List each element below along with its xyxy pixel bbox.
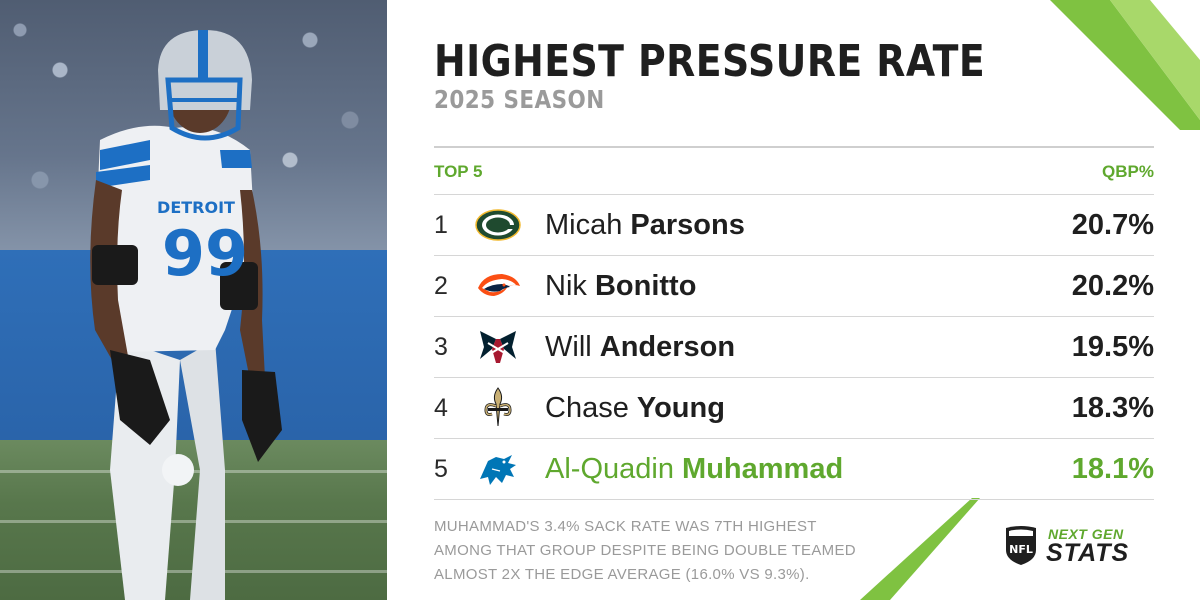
table-row: 1 Micah Parsons 20.7%: [434, 194, 1154, 255]
table-row-highlighted: 5 Al-Quadin Muhammad 18.1%: [434, 438, 1154, 499]
yard-line: [0, 520, 387, 523]
player-name: Will Anderson: [545, 331, 735, 364]
qbp-value: 19.5%: [1071, 331, 1154, 363]
next-gen-label: NEXT GEN: [1048, 526, 1124, 542]
stats-label: STATS: [1046, 539, 1130, 567]
table-header-right: QBP%: [1102, 162, 1154, 181]
saints-logo-icon: [484, 387, 512, 427]
footnote: MUHAMMAD'S 3.4% SACK RATE WAS 7TH HIGHES…: [434, 515, 874, 587]
broncos-logo-icon: [478, 274, 520, 296]
player-photo: DETROIT 99: [0, 0, 387, 600]
table-row: 2 Nik Bonitto 20.2%: [434, 255, 1154, 316]
divider: [434, 146, 1154, 148]
rank-number: 1: [434, 211, 448, 239]
rank-number: 5: [434, 455, 448, 483]
footnote-line: MUHAMMAD'S 3.4% SACK RATE WAS 7TH HIGHES…: [434, 518, 817, 535]
qbp-value: 18.1%: [1071, 453, 1154, 485]
rank-number: 3: [434, 333, 448, 361]
player-name: Nik Bonitto: [545, 270, 696, 303]
next-gen-stats-logo: NFL NEXT GEN STATS: [1004, 524, 1154, 568]
packers-logo-icon: [475, 209, 521, 241]
lions-logo-icon: [480, 455, 516, 485]
player-name: Chase Young: [545, 392, 725, 425]
player-last-name: Young: [636, 392, 725, 424]
jersey-number: 99: [162, 217, 248, 290]
decorative-stripe-top: [1050, 0, 1200, 130]
qbp-value: 18.3%: [1071, 392, 1154, 424]
footnote-line: ALMOST 2X THE EDGE AVERAGE (16.0% VS 9.3…: [434, 566, 810, 583]
player-last-name: Anderson: [599, 331, 736, 363]
player-last-name: Muhammad: [682, 453, 844, 485]
player-name: Micah Parsons: [545, 209, 745, 242]
qbp-value: 20.7%: [1071, 209, 1154, 241]
page-subtitle: 2025 SEASON: [434, 85, 605, 114]
player-silhouette: DETROIT 99: [90, 30, 282, 600]
nfl-shield-text: NFL: [1009, 543, 1033, 556]
table-row: 3 Will Anderson 19.5%: [434, 316, 1154, 377]
jersey-text: DETROIT: [157, 198, 235, 217]
player-first-name: Micah: [545, 209, 623, 241]
rank-number: 2: [434, 272, 448, 300]
player-first-name: Will: [545, 331, 592, 363]
divider: [434, 499, 1154, 500]
table-row: 4 Chase Young 18.3%: [434, 377, 1154, 438]
table-header-left: TOP 5: [434, 162, 483, 181]
page-title: HIGHEST PRESSURE RATE: [434, 36, 986, 87]
player-last-name: Bonitto: [594, 270, 697, 302]
player-name: Al-Quadin Muhammad: [545, 453, 843, 486]
player-first-name: Nik: [545, 270, 587, 302]
player-last-name: Parsons: [630, 209, 745, 241]
rank-number: 4: [434, 394, 448, 422]
texans-logo-icon: [480, 331, 516, 363]
footnote-line: AMONG THAT GROUP DESPITE BEING DOUBLE TE…: [434, 542, 856, 559]
nfl-shield-icon: NFL: [1006, 526, 1036, 565]
qbp-value: 20.2%: [1071, 270, 1154, 302]
player-first-name: Al-Quadin: [545, 453, 674, 485]
decorative-stripe-bottom: [860, 498, 980, 600]
player-first-name: Chase: [545, 392, 629, 424]
